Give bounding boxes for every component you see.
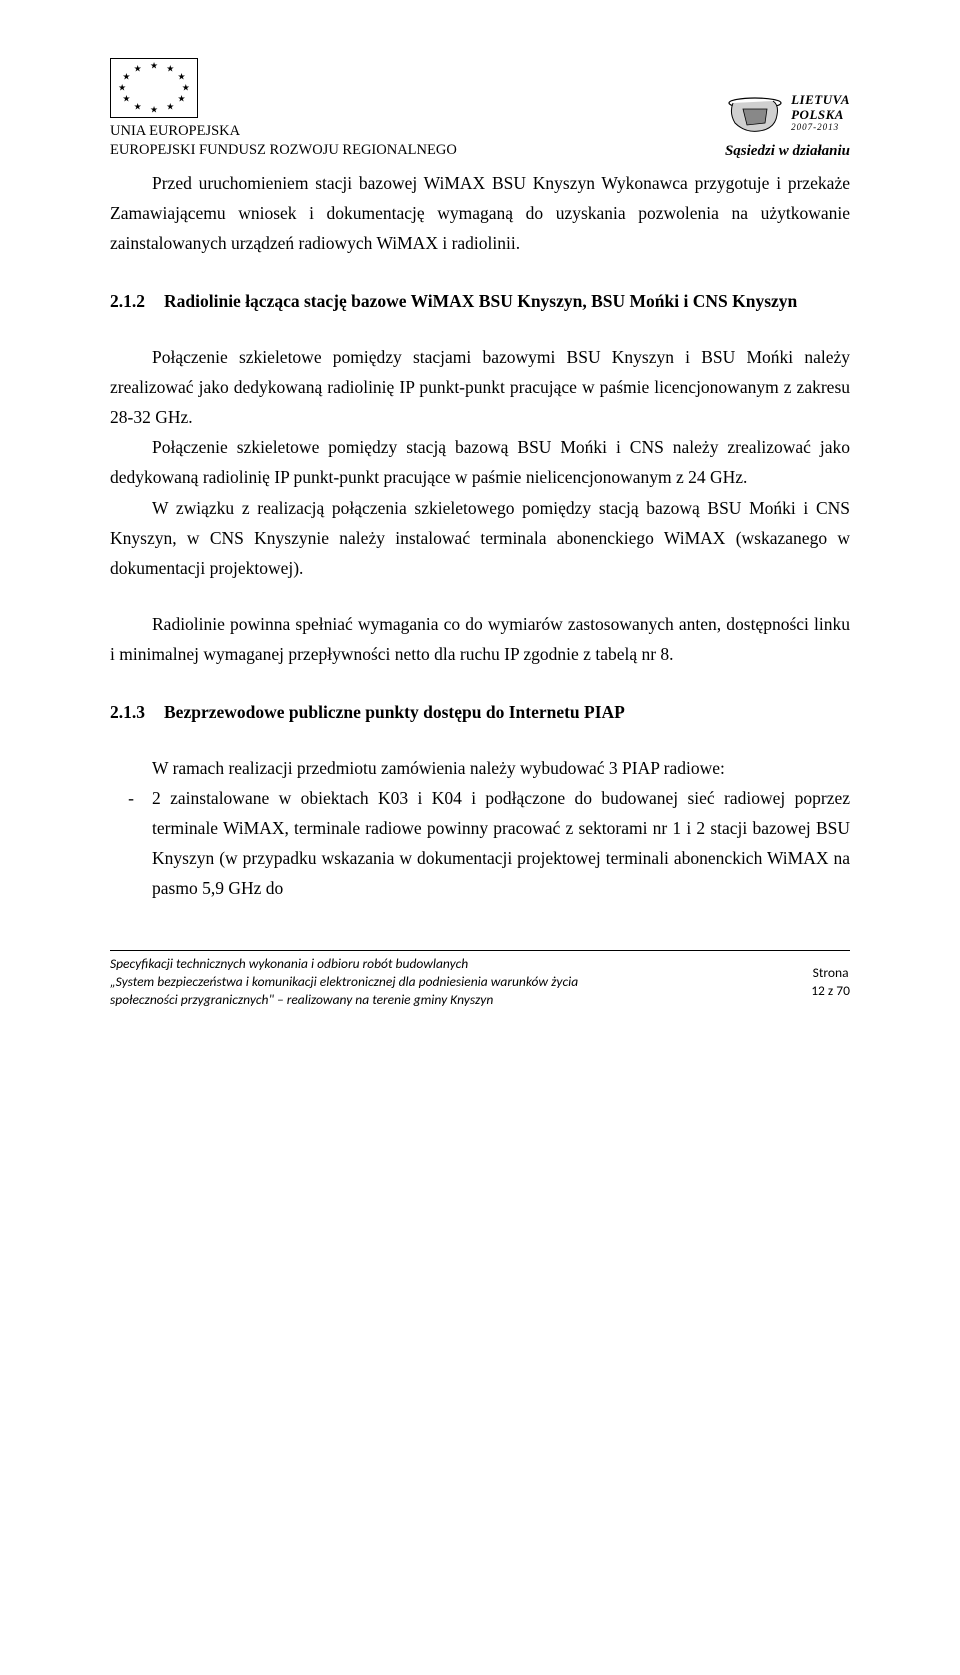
- footer-line: „System bezpieczeństwa i komunikacji ele…: [110, 973, 578, 991]
- footer-page: Strona 12 z 70: [811, 964, 850, 1000]
- paragraph: W związku z realizacją połączenia szkiel…: [110, 493, 850, 583]
- lietuva-text: LIETUVA POLSKA 2007-2013: [791, 93, 850, 132]
- tagline: Sąsiedzi w działaniu: [725, 143, 850, 160]
- heading-number: 2.1.2: [110, 286, 164, 316]
- page-label: Strona: [811, 964, 850, 982]
- page-number: 12 z 70: [811, 982, 850, 1000]
- partner-block: LIETUVA POLSKA 2007-2013 Sąsiedzi w dzia…: [725, 89, 850, 160]
- page-footer: Specyfikacji technicznych wykonania i od…: [110, 950, 850, 1010]
- eu-subtitle: EUROPEJSKI FUNDUSZ ROZWOJU REGIONALNEGO: [110, 141, 457, 160]
- lietuva-line2: POLSKA: [791, 108, 850, 122]
- lietuva-years: 2007-2013: [791, 122, 850, 132]
- list-text: 2 zainstalowane w obiektach K03 i K04 i …: [152, 783, 850, 903]
- section-heading-213: 2.1.3 Bezprzewodowe publiczne punkty dos…: [110, 697, 850, 727]
- lietuva-line1: LIETUVA: [791, 93, 850, 107]
- body: Przed uruchomieniem stacji bazowej WiMAX…: [110, 168, 850, 904]
- map-icon: [725, 89, 785, 137]
- eu-flag-icon: ★ ★ ★ ★ ★ ★ ★ ★ ★ ★ ★ ★: [110, 58, 198, 118]
- paragraph: Radiolinie powinna spełniać wymagania co…: [110, 609, 850, 669]
- heading-title: Bezprzewodowe publiczne punkty dostępu d…: [164, 697, 850, 727]
- page-header: ★ ★ ★ ★ ★ ★ ★ ★ ★ ★ ★ ★ UNIA EUROPEJSKA …: [110, 58, 850, 160]
- paragraph: Połączenie szkieletowe pomiędzy stacją b…: [110, 432, 850, 492]
- heading-title: Radiolinie łącząca stację bazowe WiMAX B…: [164, 286, 850, 316]
- paragraph: W ramach realizacji przedmiotu zamówieni…: [110, 753, 850, 783]
- paragraph: Połączenie szkieletowe pomiędzy stacjami…: [110, 342, 850, 432]
- lietuva-logo: LIETUVA POLSKA 2007-2013: [725, 89, 850, 137]
- section-heading-212: 2.1.2 Radiolinie łącząca stację bazowe W…: [110, 286, 850, 316]
- footer-line: społeczności przygranicznych" – realizow…: [110, 991, 578, 1009]
- footer-left: Specyfikacji technicznych wykonania i od…: [110, 955, 578, 1010]
- paragraph: Przed uruchomieniem stacji bazowej WiMAX…: [110, 168, 850, 258]
- eu-title: UNIA EUROPEJSKA: [110, 122, 240, 141]
- page: ★ ★ ★ ★ ★ ★ ★ ★ ★ ★ ★ ★ UNIA EUROPEJSKA …: [0, 0, 960, 1049]
- eu-block: ★ ★ ★ ★ ★ ★ ★ ★ ★ ★ ★ ★ UNIA EUROPEJSKA …: [110, 58, 457, 160]
- footer-line: Specyfikacji technicznych wykonania i od…: [110, 955, 578, 973]
- heading-number: 2.1.3: [110, 697, 164, 727]
- list-dash: -: [110, 783, 152, 903]
- list-item: - 2 zainstalowane w obiektach K03 i K04 …: [110, 783, 850, 903]
